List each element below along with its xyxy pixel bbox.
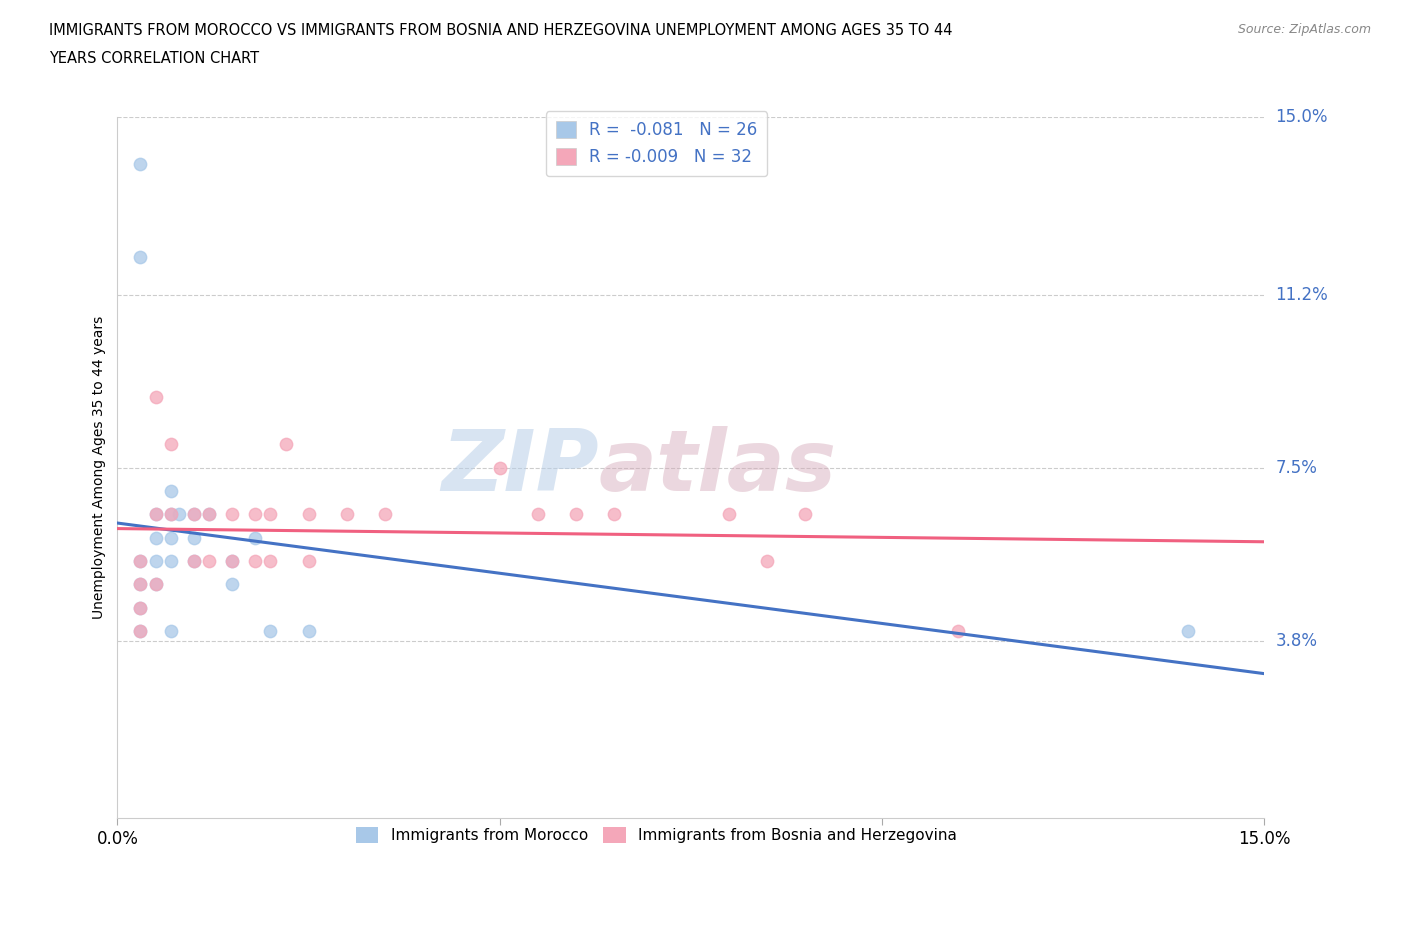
Point bbox=[183, 530, 205, 545]
Point bbox=[221, 577, 243, 591]
Point bbox=[183, 553, 205, 568]
Point bbox=[1177, 624, 1199, 639]
Point bbox=[274, 437, 297, 452]
Text: 11.2%: 11.2% bbox=[1275, 286, 1329, 303]
Point bbox=[948, 624, 970, 639]
Text: YEARS CORRELATION CHART: YEARS CORRELATION CHART bbox=[49, 51, 259, 66]
Point bbox=[160, 553, 183, 568]
Point bbox=[603, 507, 626, 522]
Point bbox=[198, 553, 221, 568]
Point bbox=[717, 507, 740, 522]
Point bbox=[297, 507, 319, 522]
Y-axis label: Unemployment Among Ages 35 to 44 years: Unemployment Among Ages 35 to 44 years bbox=[93, 316, 107, 619]
Point bbox=[160, 530, 183, 545]
Point bbox=[129, 250, 152, 265]
Point bbox=[243, 553, 266, 568]
Point bbox=[488, 460, 510, 475]
Text: 15.0%: 15.0% bbox=[1275, 108, 1329, 126]
Point bbox=[297, 624, 319, 639]
Point bbox=[160, 484, 183, 498]
Point bbox=[129, 577, 152, 591]
Point bbox=[167, 507, 190, 522]
Point bbox=[160, 624, 183, 639]
Point bbox=[183, 507, 205, 522]
Point bbox=[527, 507, 550, 522]
Point bbox=[129, 624, 152, 639]
Point bbox=[221, 507, 243, 522]
Point bbox=[183, 507, 205, 522]
Point bbox=[221, 553, 243, 568]
Point bbox=[145, 507, 167, 522]
Point bbox=[129, 553, 152, 568]
Point bbox=[160, 507, 183, 522]
Point bbox=[145, 553, 167, 568]
Point bbox=[145, 530, 167, 545]
Point bbox=[259, 507, 281, 522]
Point bbox=[145, 577, 167, 591]
Text: ZIP: ZIP bbox=[441, 426, 599, 509]
Point bbox=[336, 507, 359, 522]
Point bbox=[145, 390, 167, 405]
Point bbox=[160, 507, 183, 522]
Point bbox=[297, 553, 319, 568]
Text: atlas: atlas bbox=[599, 426, 837, 509]
Point bbox=[183, 553, 205, 568]
Point bbox=[794, 507, 817, 522]
Point bbox=[243, 530, 266, 545]
Point bbox=[259, 553, 281, 568]
Point bbox=[221, 553, 243, 568]
Legend: Immigrants from Morocco, Immigrants from Bosnia and Herzegovina: Immigrants from Morocco, Immigrants from… bbox=[350, 821, 963, 849]
Point bbox=[145, 577, 167, 591]
Text: IMMIGRANTS FROM MOROCCO VS IMMIGRANTS FROM BOSNIA AND HERZEGOVINA UNEMPLOYMENT A: IMMIGRANTS FROM MOROCCO VS IMMIGRANTS FR… bbox=[49, 23, 953, 38]
Point bbox=[129, 577, 152, 591]
Text: 3.8%: 3.8% bbox=[1275, 631, 1317, 649]
Point bbox=[129, 601, 152, 616]
Point bbox=[160, 437, 183, 452]
Point bbox=[129, 624, 152, 639]
Point bbox=[145, 507, 167, 522]
Text: Source: ZipAtlas.com: Source: ZipAtlas.com bbox=[1237, 23, 1371, 36]
Point bbox=[129, 601, 152, 616]
Point bbox=[374, 507, 396, 522]
Point bbox=[198, 507, 221, 522]
Point bbox=[129, 553, 152, 568]
Text: 7.5%: 7.5% bbox=[1275, 458, 1317, 476]
Point bbox=[198, 507, 221, 522]
Point bbox=[243, 507, 266, 522]
Point bbox=[259, 624, 281, 639]
Point bbox=[565, 507, 588, 522]
Point bbox=[129, 156, 152, 171]
Point bbox=[756, 553, 779, 568]
